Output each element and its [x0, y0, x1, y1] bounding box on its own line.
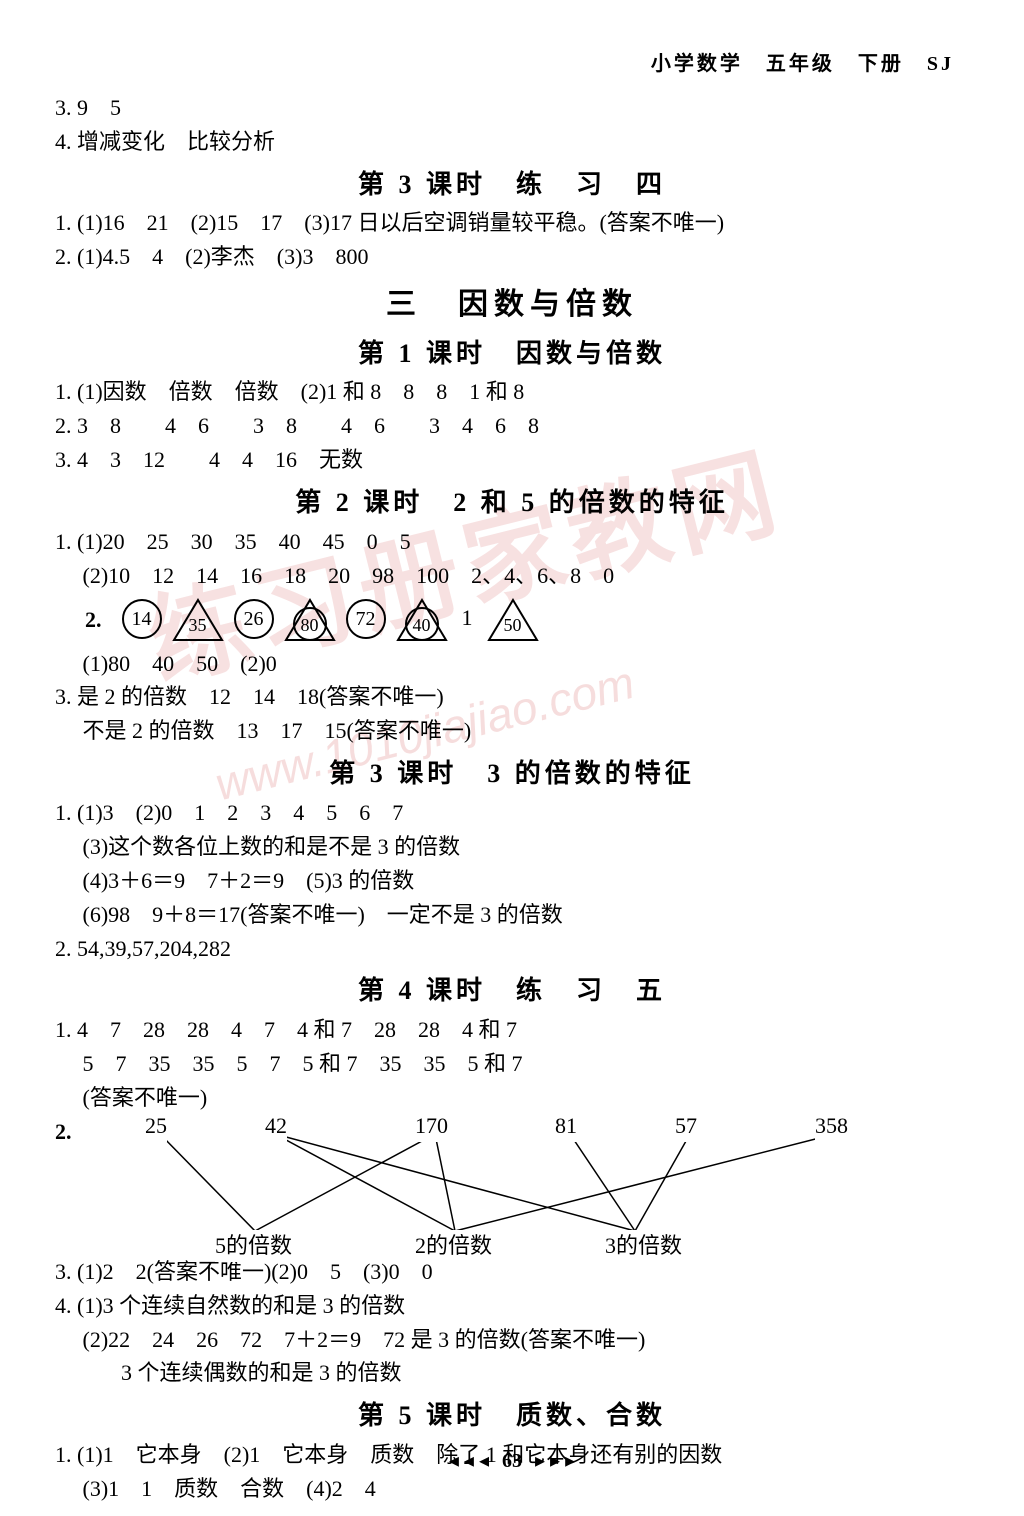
- answer-line: 2. (1)4.5 4 (2)李杰 (3)3 800: [55, 241, 969, 273]
- diagram-top-node: 42: [265, 1110, 287, 1142]
- answer-line: 4. (1)3 个连续自然数的和是 3 的倍数: [55, 1290, 969, 1322]
- section-title: 第 3 课时 3 的倍数的特征: [55, 755, 969, 793]
- answer-line: 3. 9 5: [55, 92, 969, 124]
- triangle-number: 40: [396, 598, 448, 642]
- section-title: 第 4 课时 练 习 五: [55, 972, 969, 1010]
- unit-title: 三 因数与倍数: [55, 283, 969, 327]
- answer-line: 3. (1)2 2(答案不唯一)(2)0 5 (3)0 0: [55, 1256, 969, 1288]
- page-content: 3. 9 5 4. 增减变化 比较分析 第 3 课时 练 习 四 1. (1)1…: [55, 50, 969, 1505]
- diagram-bottom-node: 5的倍数: [215, 1230, 292, 1262]
- answer-line: (3)1 1 质数 合数 (4)2 4: [55, 1473, 969, 1505]
- answer-line: 3 个连续偶数的和是 3 的倍数: [55, 1357, 969, 1389]
- diagram-top-node: 358: [815, 1110, 848, 1142]
- diagram-top-node: 25: [145, 1110, 167, 1142]
- triangle-number: 35: [172, 598, 224, 642]
- answer-line: 1. 4 7 28 28 4 7 4 和 7 28 28 4 和 7: [55, 1014, 969, 1046]
- circled-number: 72: [346, 599, 386, 639]
- answer-line: 2. 3 8 4 6 3 8 4 6 3 4 6 8: [55, 410, 969, 442]
- item-number: 2.: [85, 604, 102, 636]
- answer-line: 5 7 35 35 5 7 5 和 7 35 35 5 和 7: [55, 1048, 969, 1080]
- shapes-row: 2. 143526807240 1 50: [55, 598, 969, 642]
- item-number: 2.: [55, 1116, 85, 1148]
- diagram-top-node: 57: [675, 1110, 697, 1142]
- diagram-bottom-node: 2的倍数: [415, 1230, 492, 1262]
- answer-line: (1)80 40 50 (2)0: [55, 648, 969, 680]
- triangle-number: 50: [487, 598, 539, 642]
- answer-line: (2)10 12 14 16 18 20 98 100 2、4、6、8 0: [55, 560, 969, 592]
- answer-line: 1. (1)因数 倍数 倍数 (2)1 和 8 8 8 1 和 8: [55, 376, 969, 408]
- circled-number: 26: [234, 599, 274, 639]
- circled-number: 14: [122, 599, 162, 639]
- answer-line: (4)3＋6＝9 7＋2＝9 (5)3 的倍数: [55, 865, 969, 897]
- diagram-bottom-node: 3的倍数: [605, 1230, 682, 1262]
- answer-line: (2)22 24 26 72 7＋2＝9 72 是 3 的倍数(答案不唯一): [55, 1324, 969, 1356]
- answer-line: (3)这个数各位上数的和是不是 3 的倍数: [55, 831, 969, 863]
- answer-line: 1. (1)3 (2)0 1 2 3 4 5 6 7: [55, 797, 969, 829]
- answer-line: 1. (1)1 它本身 (2)1 它本身 质数 除了 1 和它本身还有别的因数: [55, 1439, 969, 1471]
- matching-diagram: 254217081573585的倍数2的倍数3的倍数: [115, 1116, 935, 1256]
- diagram-top-node: 81: [555, 1110, 577, 1142]
- section-title: 第 5 课时 质数、合数: [55, 1397, 969, 1435]
- plain-number: 1: [462, 605, 473, 630]
- section-title: 第 1 课时 因数与倍数: [55, 335, 969, 373]
- answer-line: 3. 是 2 的倍数 12 14 18(答案不唯一): [55, 681, 969, 713]
- answer-line: 4. 增减变化 比较分析: [55, 126, 969, 158]
- answer-line: 不是 2 的倍数 13 17 15(答案不唯一): [55, 715, 969, 747]
- answer-line: 3. 4 3 12 4 4 16 无数: [55, 444, 969, 476]
- section-title: 第 3 课时 练 习 四: [55, 166, 969, 204]
- answer-line: 1. (1)20 25 30 35 40 45 0 5: [55, 526, 969, 558]
- answer-line: 1. (1)16 21 (2)15 17 (3)17 日以后空调销量较平稳。(答…: [55, 207, 969, 239]
- section-title: 第 2 课时 2 和 5 的倍数的特征: [55, 484, 969, 522]
- diagram-top-node: 170: [415, 1110, 448, 1142]
- answer-line: (6)98 9＋8＝17(答案不唯一) 一定不是 3 的倍数: [55, 899, 969, 931]
- answer-line: 2. 54,39,57,204,282: [55, 933, 969, 965]
- triangle-number: 80: [284, 598, 336, 642]
